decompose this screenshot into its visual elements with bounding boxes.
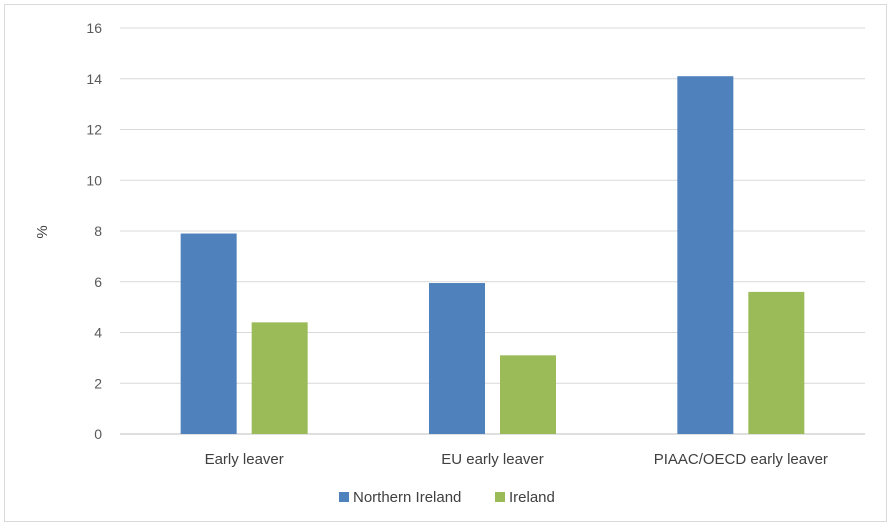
y-tick-label: 10 (86, 172, 102, 188)
legend-label: Ireland (509, 489, 555, 506)
x-category-label: EU early leaver (441, 451, 544, 468)
legend-swatch (495, 492, 505, 502)
y-tick-label: 6 (94, 274, 102, 290)
legend: Northern Ireland Ireland (339, 489, 555, 506)
y-tick-label: 14 (86, 71, 102, 87)
y-tick-label: 16 (86, 20, 102, 36)
x-axis-categories: Early leaver EU early leaver PIAAC/OECD ea… (205, 451, 828, 468)
bars (180, 76, 805, 435)
y-tick-label: 2 (94, 375, 102, 391)
bar-ireland (748, 291, 805, 434)
legend-label: Northern Ireland (353, 489, 461, 506)
chart-frame (4, 4, 887, 522)
y-tick-label: 12 (86, 122, 102, 138)
bar-northern-ireland (429, 283, 485, 434)
x-category-label: PIAAC/OECD early leaver (654, 451, 828, 468)
gridlines (120, 27, 865, 435)
legend-swatch (339, 492, 349, 502)
bar-ireland (500, 355, 556, 434)
x-category-label: Early leaver (205, 451, 284, 468)
y-tick-label: 8 (94, 223, 102, 239)
y-tick-label: 4 (94, 325, 102, 341)
y-tick-label: 0 (94, 426, 102, 442)
y-axis-ticks: 0 2 4 6 8 10 12 14 16 (86, 20, 102, 442)
y-axis-label: % (34, 225, 51, 238)
bar-northern-ireland (180, 233, 237, 434)
bar-northern-ireland (677, 76, 734, 435)
bar-ireland (251, 322, 308, 434)
